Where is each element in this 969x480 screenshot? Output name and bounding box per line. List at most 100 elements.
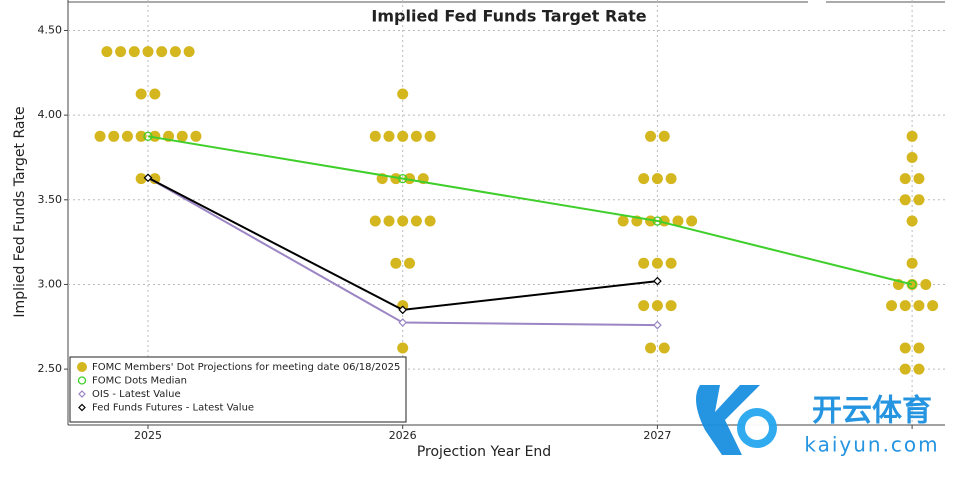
- fomc-dot: [149, 130, 161, 142]
- fomc-dot: [886, 300, 898, 312]
- chart-title: Implied Fed Funds Target Rate: [371, 7, 646, 26]
- fomc-dot: [658, 130, 670, 142]
- y-tick-label: 2.50: [38, 362, 63, 375]
- fomc-dot: [383, 130, 395, 142]
- y-tick-label: 3.00: [38, 277, 63, 290]
- fomc-dot: [369, 215, 381, 227]
- fomc-dot: [424, 130, 436, 142]
- fomc-dot: [397, 88, 409, 100]
- y-tick-label: 4.00: [38, 108, 63, 121]
- fomc-dot: [665, 173, 677, 185]
- legend-label: Fed Funds Futures - Latest Value: [92, 403, 254, 414]
- fomc-dot: [94, 130, 106, 142]
- fomc-dot: [899, 194, 911, 206]
- series-marker: [652, 216, 663, 226]
- fomc-dot: [906, 130, 918, 142]
- fomc-dot: [156, 46, 168, 58]
- fomc-dot: [169, 46, 181, 58]
- fomc-dot: [899, 342, 911, 354]
- fomc-dot: [645, 130, 657, 142]
- fomc-dot: [101, 46, 113, 58]
- fomc-dot: [108, 130, 120, 142]
- fomc-dot: [397, 215, 409, 227]
- fomc-dot: [686, 215, 698, 227]
- fomc-dot: [899, 363, 911, 375]
- fomc-dot: [906, 215, 918, 227]
- series-marker: [398, 305, 408, 315]
- x-axis-label: Projection Year End: [417, 444, 551, 460]
- series-marker: [653, 276, 662, 286]
- legend-symbol: [77, 362, 87, 372]
- fomc-dot: [913, 300, 925, 312]
- fomc-dot: [651, 300, 663, 312]
- fomc-dot: [927, 300, 939, 312]
- fomc-dot: [183, 46, 195, 58]
- fomc-dot: [404, 257, 416, 269]
- fomc-dot: [913, 342, 925, 354]
- series-marker: [398, 173, 408, 184]
- fomc-dot: [638, 173, 650, 185]
- fomc-dot: [651, 257, 663, 269]
- x-tick-label: 2027: [643, 429, 671, 442]
- watermark-brand: 开云体育: [812, 394, 932, 429]
- fomc-dot: [920, 278, 932, 290]
- fomc-dot: [651, 173, 663, 185]
- watermark-ball-inner: [745, 416, 769, 440]
- fomc-dot: [190, 130, 202, 142]
- fomc-dot: [128, 46, 140, 58]
- fomc-dot: [135, 88, 147, 100]
- fomc-dot: [149, 88, 161, 100]
- y-tick-label: 4.50: [38, 23, 63, 36]
- fomc-dot: [665, 257, 677, 269]
- fomc-dot: [672, 215, 684, 227]
- legend-label: FOMC Dots Median: [92, 376, 187, 387]
- fomc-dot: [899, 300, 911, 312]
- fomc-dot: [369, 130, 381, 142]
- fomc-dot: [390, 257, 402, 269]
- fomc-dot: [390, 173, 402, 185]
- series-marker: [653, 320, 662, 330]
- fomc-dot: [906, 257, 918, 269]
- fomc-dot: [142, 46, 154, 58]
- fomc-dot: [645, 342, 657, 354]
- legend-label: FOMC Members' Dot Projections for meetin…: [92, 362, 400, 373]
- fomc-dot: [645, 215, 657, 227]
- fomc-dot: [121, 130, 133, 142]
- fomc-dot: [617, 215, 629, 227]
- x-tick-label: 2025: [134, 429, 162, 442]
- fomc-dot: [665, 300, 677, 312]
- fomc-dot: [638, 300, 650, 312]
- fomc-dot: [115, 46, 127, 58]
- legend-box: [69, 356, 407, 423]
- fomc-dot: [135, 130, 147, 142]
- fomc-dot: [899, 173, 911, 185]
- fomc-dot: [410, 215, 422, 227]
- legend-label: OIS - Latest Value: [92, 389, 181, 400]
- series-marker: [143, 131, 153, 141]
- fomc-dot: [404, 173, 416, 185]
- watermark-site: kaiyun.com: [804, 433, 939, 457]
- fomc-dot: [383, 215, 395, 227]
- x-tick-label: 2026: [389, 429, 417, 442]
- fomc-dot: [913, 173, 925, 185]
- fomc-dot: [638, 257, 650, 269]
- fomc-dot: [913, 194, 925, 206]
- fomc-dot: [135, 173, 147, 185]
- series-line: [147, 135, 913, 286]
- fomc-dot: [397, 342, 409, 354]
- fomc-dot: [176, 130, 188, 142]
- watermark: 开云体育 kaiyun.com: [696, 385, 939, 457]
- fomc-dot: [424, 215, 436, 227]
- fomc-dot: [658, 342, 670, 354]
- fomc-dot: [397, 130, 409, 142]
- legend-symbol: [77, 376, 87, 385]
- series-marker: [143, 173, 153, 183]
- fomc-dot: [149, 173, 161, 185]
- fomc-dot: [906, 151, 918, 163]
- fomc-dot: [410, 130, 422, 142]
- legend-symbol: [78, 390, 86, 398]
- y-tick-label: 3.50: [38, 193, 63, 206]
- series-marker: [398, 318, 408, 327]
- y-axis-label: Implied Fed Funds Target Rate: [12, 106, 28, 317]
